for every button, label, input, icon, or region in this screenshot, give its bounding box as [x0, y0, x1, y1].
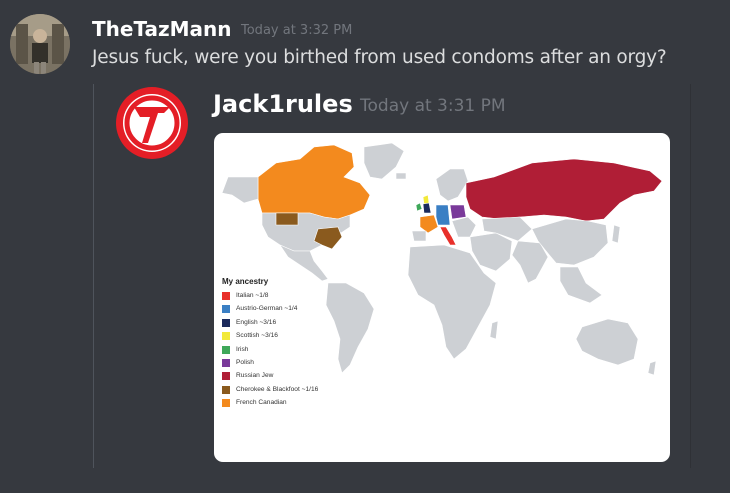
- legend-item: English ~3/16: [222, 318, 352, 327]
- legend-item: Cherokee & Blackfoot ~1/16: [222, 385, 352, 394]
- legend-item: French Canadian: [222, 399, 352, 408]
- legend-label: Polish: [236, 358, 254, 366]
- map-region-italy: [439, 226, 457, 246]
- user-avatar[interactable]: [10, 14, 70, 74]
- legend-label: Russian Jew: [236, 372, 274, 380]
- map-region-iberia: [411, 230, 427, 242]
- map-region-greenland: [363, 142, 405, 180]
- legend-label: Italian ~1/8: [236, 292, 269, 299]
- legend-item: Russian Jew: [222, 372, 352, 381]
- map-region-new-zealand: [647, 360, 657, 376]
- map-region-southeast-asia: [559, 266, 603, 304]
- message-author[interactable]: TheTazMann: [92, 17, 232, 41]
- legend-swatch: [222, 292, 230, 300]
- legend-label: French Canadian: [236, 399, 287, 407]
- legend-swatch: [222, 345, 230, 354]
- map-region-scandinavia: [435, 168, 469, 202]
- map-region-scotland: [422, 194, 430, 205]
- map-region-russia: [465, 158, 663, 222]
- map-region-germany-austria: [435, 204, 451, 226]
- legend-swatch: [222, 372, 230, 381]
- quoted-timestamp: Today at 3:31 PM: [360, 96, 506, 116]
- map-region-iceland: [395, 172, 407, 180]
- legend-item: Polish: [222, 358, 352, 367]
- map-region-england: [422, 202, 432, 214]
- legend-swatch: [222, 385, 230, 394]
- legend-label: English ~3/16: [236, 318, 277, 326]
- world-map: [221, 142, 663, 376]
- quoted-user-avatar[interactable]: [114, 85, 190, 161]
- map-region-japan: [611, 224, 621, 244]
- legend-items: Italian ~1/8 Austrio-German ~1/4 English ~…: [222, 292, 352, 408]
- legend-label: Cherokee & Blackfoot ~1/16: [236, 385, 319, 393]
- map-region-blackfoot: [275, 212, 299, 226]
- legend-swatch: [222, 305, 230, 314]
- map-region-india: [511, 240, 549, 284]
- legend-swatch: [222, 399, 230, 408]
- map-region-australia: [575, 318, 639, 366]
- quoted-author[interactable]: Jack1rules: [213, 90, 353, 118]
- map-region-mexico: [279, 244, 329, 282]
- map-region-cherokee: [313, 226, 343, 250]
- map-region-alaska: [221, 176, 259, 204]
- map-region-france: [419, 214, 439, 234]
- legend-label: Irish: [236, 345, 249, 353]
- message-timestamp: Today at 3:32 PM: [241, 23, 353, 38]
- quoted-message-embed: [93, 84, 691, 468]
- legend-title: My ancestry: [222, 277, 269, 286]
- map-region-canada: [257, 144, 371, 220]
- legend-swatch: [222, 318, 230, 327]
- map-region-middle-east: [469, 232, 513, 272]
- map-region-poland: [449, 204, 467, 220]
- map-region-madagascar: [489, 320, 499, 340]
- legend-swatch: [222, 358, 230, 367]
- legend-swatch: [222, 332, 230, 341]
- legend-item: Italian ~1/8: [222, 292, 352, 300]
- avatar-photo-icon: [10, 14, 70, 74]
- map-legend: My ancestry Italian ~1/8 Austrio-German ~…: [222, 277, 352, 413]
- map-region-south-america: [325, 282, 375, 374]
- ancestry-map-image[interactable]: My ancestry Italian ~1/8 Austrio-German ~…: [214, 133, 670, 462]
- map-region-china: [531, 218, 609, 266]
- legend-item: Scottish ~3/16: [222, 332, 352, 341]
- message-content: Jesus fuck, were you birthed from used c…: [92, 47, 667, 68]
- map-region-eastern-europe: [451, 216, 477, 238]
- legend-label: Austrio-German ~1/4: [236, 305, 298, 313]
- map-region-africa: [407, 244, 497, 360]
- red-circle-v-logo-icon: [116, 87, 188, 159]
- legend-item: Irish: [222, 345, 352, 354]
- map-region-ireland: [415, 202, 423, 212]
- legend-label: Scottish ~3/16: [236, 332, 278, 340]
- legend-item: Austrio-German ~1/4: [222, 305, 352, 314]
